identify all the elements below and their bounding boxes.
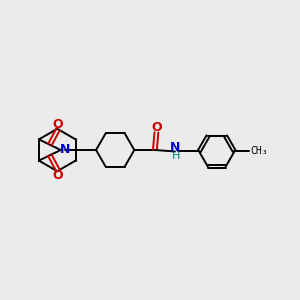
Text: O: O [53,118,63,130]
Text: N: N [60,143,70,157]
Text: O: O [53,169,63,182]
Text: CH₃: CH₃ [250,146,268,157]
Text: O: O [151,121,162,134]
Text: N: N [170,141,180,154]
Text: H: H [172,151,180,161]
